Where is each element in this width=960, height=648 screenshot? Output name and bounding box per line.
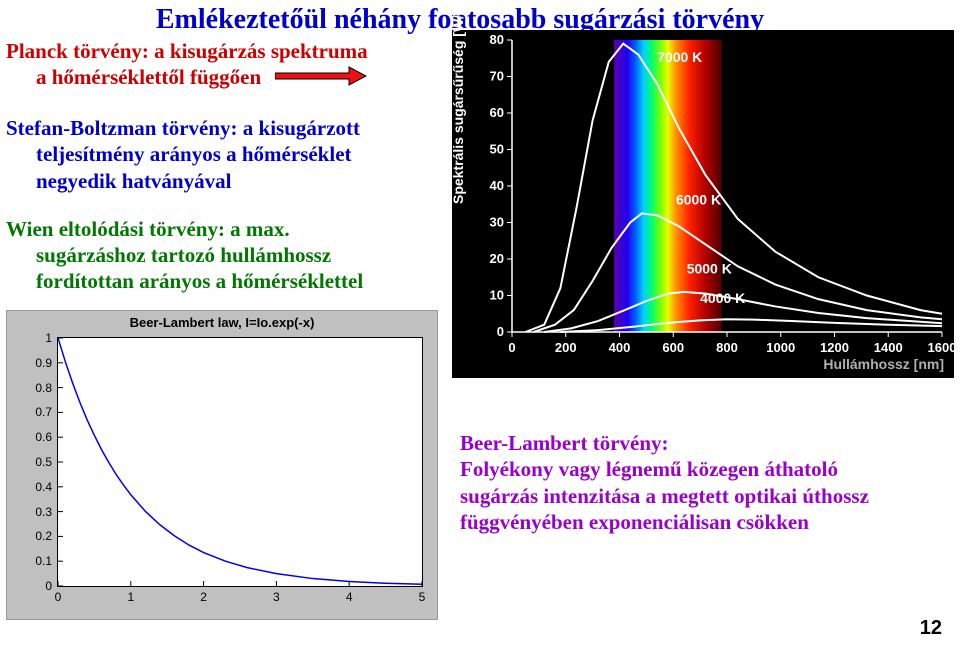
bl-xtick: 5 — [419, 590, 426, 604]
planck-line1: Planck törvény: a kisugárzás spektruma — [6, 38, 446, 64]
bl-ytick: 0.5 — [35, 455, 52, 469]
stefan-line2: teljesítmény arányos a hőmérséklet — [36, 141, 446, 167]
beer-line4: függvényében exponenciálisan csökken — [460, 509, 950, 535]
left-column: Planck törvény: a kisugárzás spektruma a… — [6, 38, 446, 295]
svg-text:4000 K: 4000 K — [700, 290, 745, 306]
svg-text:1000: 1000 — [766, 340, 795, 355]
svg-text:400: 400 — [609, 340, 631, 355]
bl-xtick: 2 — [200, 590, 207, 604]
bl-xtick: 1 — [127, 590, 134, 604]
bl-xtick: 4 — [346, 590, 353, 604]
svg-text:600: 600 — [662, 340, 684, 355]
svg-text:5000 K: 5000 K — [687, 261, 732, 277]
stefan-line3: negyedik hatványával — [36, 168, 446, 194]
svg-text:10: 10 — [490, 288, 504, 303]
bl-ytick: 0.4 — [35, 480, 52, 494]
svg-text:0: 0 — [508, 340, 515, 355]
stefan-block: Stefan-Boltzman törvény: a kisugárzott t… — [6, 115, 446, 194]
wien-line3: fordítottan arányos a hőmérséklettel — [36, 268, 446, 294]
spec-ylabel: Spektrális sugársűrűség [W/m2/pm] — [450, 0, 466, 204]
page-number: 12 — [920, 617, 942, 640]
wien-line2: sugárzáshoz tartozó hullámhossz — [36, 242, 446, 268]
bl-ytick: 0.9 — [35, 356, 52, 370]
svg-text:0: 0 — [497, 324, 504, 339]
bl-ytick: 0.2 — [35, 529, 52, 543]
beer-line3: sugárzás intenzitása a megtett optikai ú… — [460, 483, 950, 509]
arrow-icon — [275, 66, 367, 91]
bl-ytick: 0.3 — [35, 505, 52, 519]
planck-line2: a hőmérséklettől függően — [36, 64, 261, 90]
svg-text:1400: 1400 — [874, 340, 903, 355]
wien-block: Wien eltolódási törvény: a max. sugárzás… — [6, 216, 446, 295]
beer-line2: Folyékony vagy légnemű közegen áthatoló — [460, 456, 950, 482]
bl-plot-area: 00.10.20.30.40.50.60.70.80.91012345 — [57, 337, 423, 587]
svg-text:200: 200 — [555, 340, 577, 355]
spec-xlabel: Hullámhossz [nm] — [823, 356, 944, 372]
svg-text:1200: 1200 — [820, 340, 849, 355]
svg-text:1600: 1600 — [928, 340, 954, 355]
beer-lambert-text: Beer-Lambert törvény: Folyékony vagy lég… — [460, 430, 950, 535]
wien-line1: Wien eltolódási törvény: a max. — [6, 216, 446, 242]
svg-text:70: 70 — [490, 69, 504, 84]
stefan-line1: Stefan-Boltzman törvény: a kisugárzott — [6, 115, 446, 141]
bl-xtick: 0 — [55, 590, 62, 604]
bl-ytick: 0 — [45, 579, 52, 593]
bl-ytick: 0.8 — [35, 381, 52, 395]
blackbody-spectrum-chart: 0102030405060708002004006008001000120014… — [452, 30, 954, 378]
bl-ytick: 0.7 — [35, 405, 52, 419]
bl-ytick: 0.1 — [35, 554, 52, 568]
bl-chart-title: Beer-Lambert law, I=Io.exp(-x) — [7, 315, 437, 330]
svg-text:30: 30 — [490, 215, 504, 230]
bl-xtick: 3 — [273, 590, 280, 604]
beer-lambert-chart: Beer-Lambert law, I=Io.exp(-x) 00.10.20.… — [6, 310, 438, 620]
svg-text:60: 60 — [490, 105, 504, 120]
svg-text:50: 50 — [490, 142, 504, 157]
svg-text:40: 40 — [490, 178, 504, 193]
svg-text:6000 K: 6000 K — [676, 191, 721, 207]
bl-ytick: 1 — [45, 331, 52, 345]
svg-text:20: 20 — [490, 251, 504, 266]
svg-text:7000 K: 7000 K — [657, 49, 702, 65]
svg-text:800: 800 — [716, 340, 738, 355]
svg-text:80: 80 — [490, 32, 504, 47]
bl-ytick: 0.6 — [35, 430, 52, 444]
beer-line1: Beer-Lambert törvény: — [460, 430, 950, 456]
